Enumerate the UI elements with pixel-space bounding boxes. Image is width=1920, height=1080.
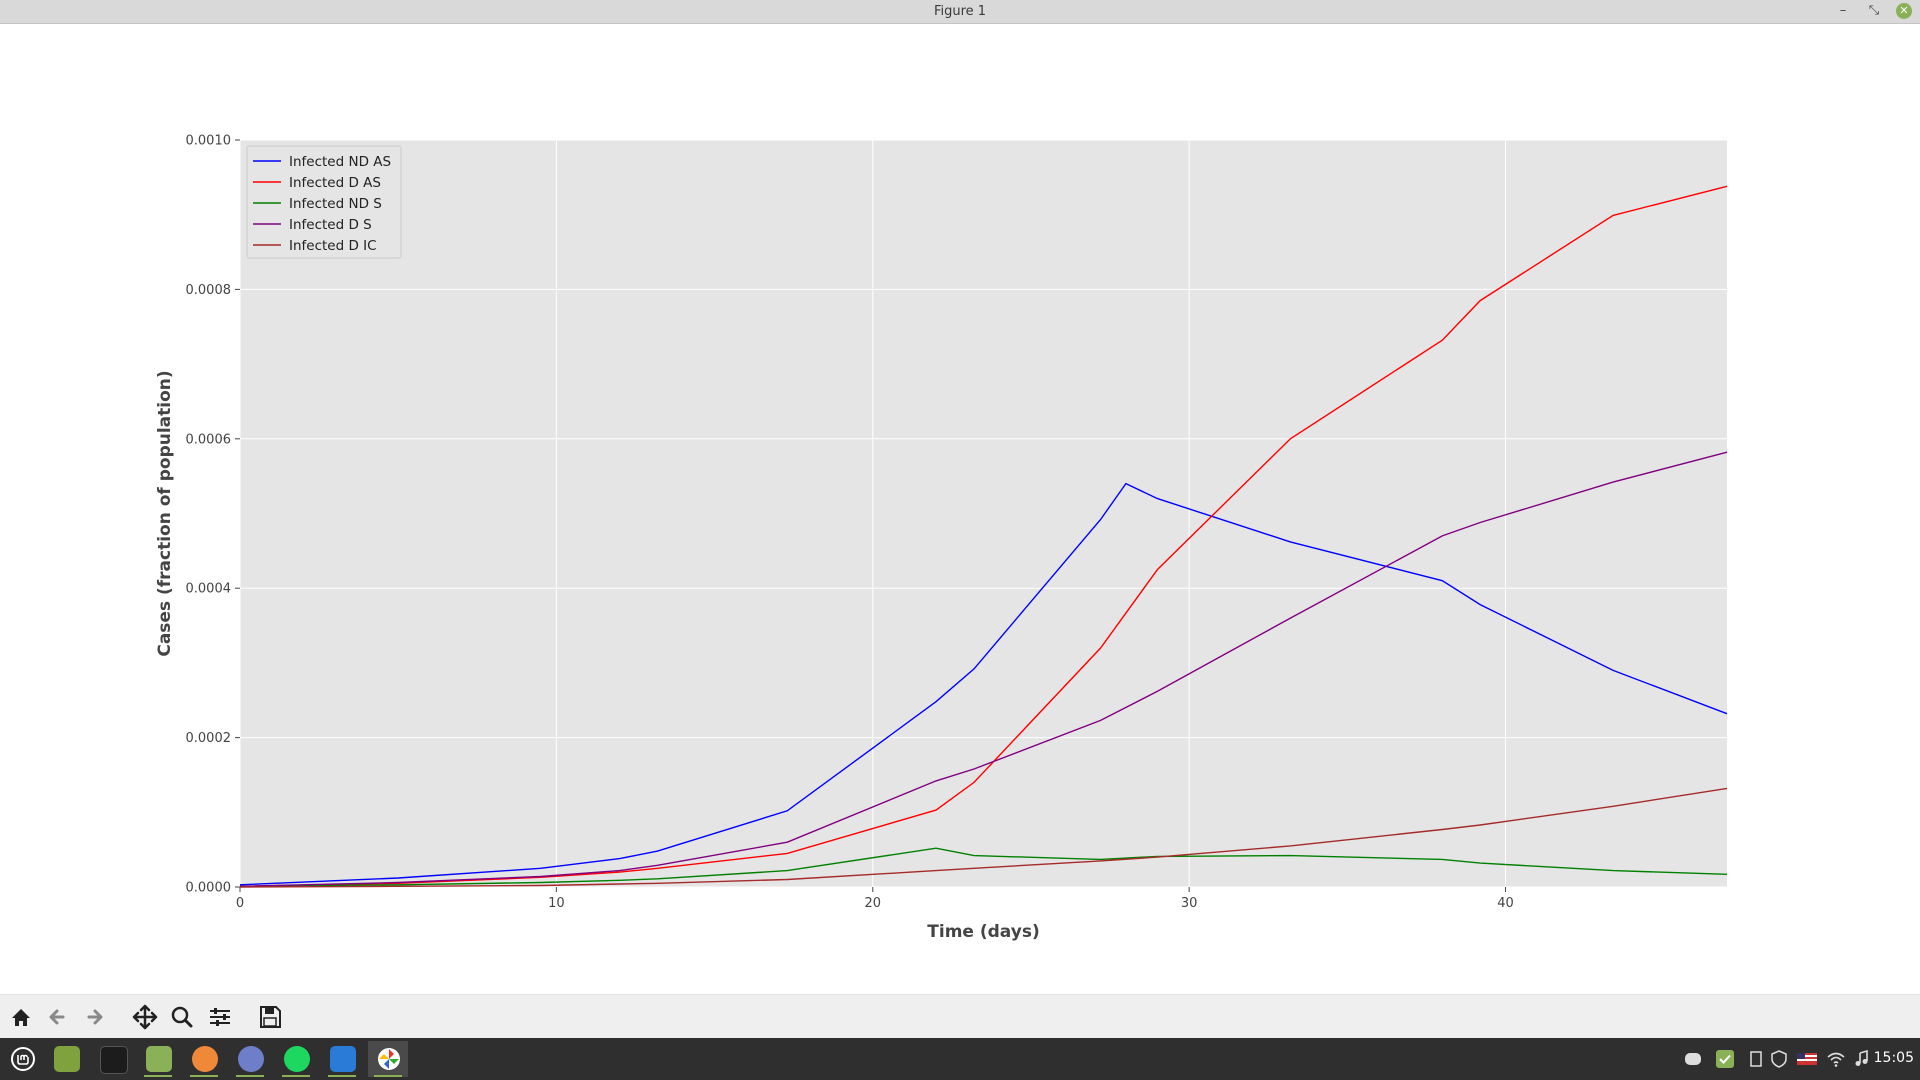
series-line-1 [239,185,1728,887]
back-icon[interactable] [43,1003,73,1031]
legend-label-0: Infected ND AS [289,154,391,170]
terminal-button[interactable] [92,1041,132,1077]
show-desktop-button[interactable] [46,1041,86,1077]
plot-area [240,140,1727,887]
x-tick-label: 20 [864,896,881,911]
x-axis-label: Time (days) [927,922,1039,942]
series-line-2 [239,847,1728,887]
clock[interactable]: 15:05 [1873,1050,1914,1066]
y-axis-label: Cases (fraction of population) [155,370,175,656]
shield-icon[interactable] [1769,1050,1789,1068]
vscode-button[interactable] [322,1041,362,1077]
running-indicator [282,1075,310,1077]
desktop-icon [54,1046,80,1072]
spotify-button[interactable] [276,1041,316,1077]
series-line-0 [239,482,1728,886]
pan-icon[interactable] [130,1003,160,1031]
discord-button[interactable] [230,1041,270,1077]
window-title: Figure 1 [933,4,987,19]
legend-label-3: Infected D S [289,217,372,233]
legend-label-4: Infected D IC [289,238,377,254]
series-line-4 [239,787,1728,888]
legend-label-1: Infected D AS [289,175,381,191]
running-indicator [236,1075,264,1077]
maximize-button[interactable]: ⤡ [1868,3,1880,18]
wifi-icon[interactable] [1826,1050,1846,1068]
folder-icon [146,1046,172,1072]
pinwheel-app-button[interactable] [368,1041,408,1077]
x-tick-label: 40 [1497,896,1514,911]
pinwheel-icon [378,1048,400,1070]
spotify-icon [284,1046,310,1072]
running-indicator [328,1075,356,1077]
update-check-icon[interactable] [1715,1050,1735,1068]
running-indicator [190,1075,218,1077]
firefox-icon [192,1046,218,1072]
files-button[interactable] [138,1041,178,1077]
matplotlib-toolbar [0,994,1920,1039]
forward-icon[interactable] [80,1003,110,1031]
y-tick-label: 0.0004 [186,582,232,597]
home-icon[interactable] [6,1003,36,1031]
discord-tray-icon[interactable] [1683,1050,1703,1068]
keyboard-layout-flag-icon[interactable] [1797,1050,1817,1068]
legend-label-2: Infected ND S [289,196,382,212]
clipboard-icon[interactable] [1746,1050,1766,1068]
y-tick-label: 0.0010 [186,134,232,149]
figure-canvas: 0 10 20 30 40 0.0000 0.0002 0.0004 0.0006 0.0008 0… [0,24,1920,994]
minimize-button[interactable]: – [1839,3,1847,18]
running-indicator [374,1075,402,1077]
series-line-3 [239,451,1728,887]
firefox-button[interactable] [184,1041,224,1077]
mint-logo-icon [11,1047,35,1071]
y-tick-label: 0.0002 [186,731,232,746]
close-button[interactable]: ✕ [1896,3,1912,19]
y-tick-label: 0.0008 [186,283,232,298]
y-tick-label: 0.0000 [186,881,232,896]
mint-menu-button[interactable] [2,1041,42,1077]
window-titlebar: Figure 1 – ⤡ ✕ [0,0,1920,24]
x-tick-label: 0 [236,896,244,911]
configure-subplots-icon[interactable] [205,1003,235,1031]
legend-box [246,145,402,259]
running-indicator [144,1075,172,1077]
terminal-icon [100,1046,128,1074]
zoom-icon[interactable] [167,1003,197,1031]
line-chart: 0 10 20 30 40 0.0000 0.0002 0.0004 0.0006 0.0008 0… [155,134,1728,942]
x-tick-label: 30 [1181,896,1198,911]
sound-icon[interactable] [1852,1049,1872,1068]
vscode-icon [330,1046,356,1072]
x-tick-label: 10 [548,896,565,911]
save-icon[interactable] [255,1003,285,1031]
y-tick-label: 0.0006 [186,432,232,447]
system-taskbar: 15:05 [0,1038,1920,1080]
discord-icon [238,1046,264,1072]
